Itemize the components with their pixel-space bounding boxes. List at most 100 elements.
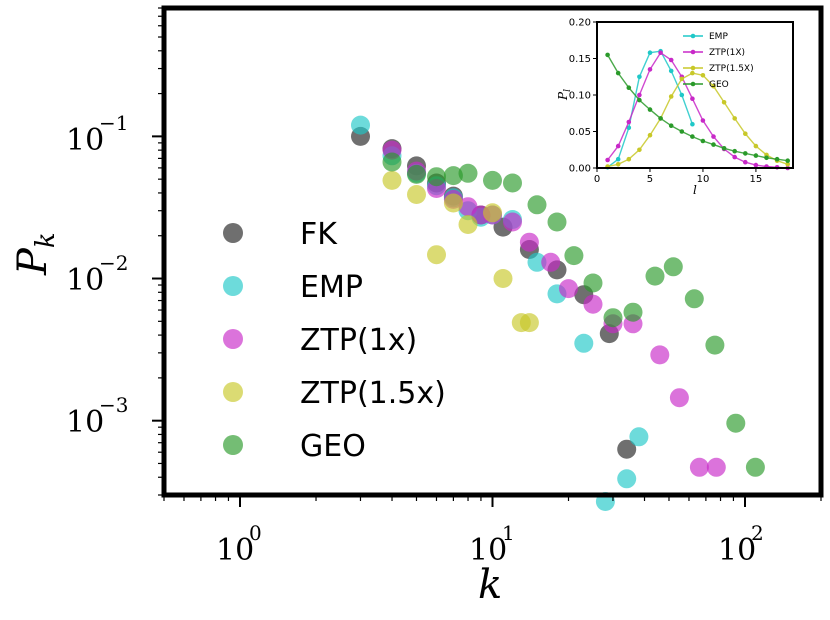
inset-data-point	[732, 116, 737, 121]
inset-data-point	[743, 159, 748, 165]
data-point	[541, 252, 561, 272]
inset-data-point	[615, 70, 621, 76]
legend-label: FK	[300, 217, 338, 252]
inset-y-tick-label: 0.15	[569, 54, 591, 65]
inset-data-point	[785, 158, 790, 163]
data-point	[705, 335, 725, 355]
data-point	[483, 203, 502, 223]
data-point	[443, 193, 463, 213]
inset-data-point	[690, 121, 695, 127]
inset-data-point	[637, 92, 642, 98]
inset-data-point	[679, 92, 685, 98]
inset-data-point	[732, 154, 737, 160]
data-point	[547, 212, 567, 232]
svg-text:0: 0	[249, 521, 262, 545]
series-geo	[382, 152, 765, 477]
inset-data-point	[753, 162, 759, 168]
inset-data-point	[615, 156, 621, 162]
data-point	[407, 185, 426, 204]
data-point	[382, 152, 402, 172]
inset-data-point	[637, 74, 642, 80]
legend-label: ZTP(1x)	[300, 323, 417, 358]
inset-data-point	[626, 125, 632, 131]
inset-ticks: 0 5 10 15 0.00 0.05 0.10 0.15 0.20	[569, 18, 763, 186]
inset-data-point	[743, 131, 748, 136]
data-point	[443, 166, 463, 186]
inset-data-point	[647, 67, 653, 72]
data-point	[623, 302, 643, 322]
data-point	[726, 413, 746, 433]
svg-text:−1: −1	[99, 111, 128, 135]
inset-data-point	[721, 100, 727, 105]
data-point	[519, 232, 539, 252]
inset-background	[597, 22, 793, 168]
inset-data-point	[700, 138, 706, 144]
y-axis-label: Pk	[10, 232, 61, 276]
data-point	[458, 163, 478, 183]
inset-data-point	[690, 70, 695, 76]
data-point	[583, 273, 603, 293]
data-point	[427, 167, 446, 187]
data-point	[503, 173, 522, 193]
inset-x-tick-label: 10	[697, 174, 710, 185]
inset-legend-marker	[690, 33, 696, 39]
inset-series-geo	[605, 52, 790, 163]
legend-marker	[223, 435, 243, 455]
inset-data-point	[626, 85, 632, 90]
inset-legend-marker	[690, 81, 696, 87]
inset-data-point	[753, 153, 759, 158]
data-point	[617, 469, 637, 489]
inset-legend-marker	[690, 65, 696, 71]
main-major-ticks	[152, 135, 746, 507]
data-point	[519, 313, 539, 333]
inset-legend-label: ZTP(1X)	[709, 48, 745, 58]
main-plot: 10 0 10 1 10 2 10 −1 10 −2 10 −3 k Pk FK…	[10, 5, 824, 608]
svg-text:1: 1	[502, 521, 515, 545]
data-point	[427, 245, 446, 265]
svg-text:10: 10	[66, 263, 104, 298]
data-point	[706, 457, 726, 477]
data-point	[407, 164, 426, 184]
main-minor-ticks	[158, 7, 822, 501]
svg-text:10: 10	[469, 533, 507, 568]
data-point	[559, 279, 578, 299]
data-point	[483, 170, 502, 190]
data-point	[503, 212, 522, 232]
y-tick-label-2: 10 −3	[66, 393, 128, 440]
inset-data-point	[637, 97, 642, 103]
svg-text:10: 10	[718, 533, 756, 568]
y-tick-label-0: 10 −1	[66, 111, 128, 158]
inset-data-point	[700, 118, 706, 123]
data-point	[603, 308, 623, 328]
x-axis-label: k	[478, 562, 502, 608]
x-tick-label-2: 10 2	[718, 521, 764, 568]
data-point	[689, 457, 709, 477]
data-point	[663, 257, 683, 277]
inset-x-axis-label: l	[693, 183, 697, 197]
inset-data-point	[658, 116, 663, 121]
inset-data-point	[647, 50, 653, 55]
inset-data-point	[615, 143, 621, 149]
inset-data-point	[711, 142, 716, 147]
data-point	[574, 333, 594, 353]
legend-marker	[223, 382, 243, 402]
inset-legend: EMP ZTP(1X) ZTP(1.5X) GEO	[683, 32, 754, 90]
inset-data-point	[605, 52, 610, 58]
svg-text:10: 10	[216, 533, 254, 568]
data-point	[382, 170, 402, 190]
legend-label: EMP	[300, 270, 363, 305]
data-point	[645, 266, 665, 286]
inset-data-point	[690, 134, 695, 139]
data-point	[527, 195, 547, 215]
legend-label: GEO	[300, 429, 366, 464]
main-legend: FK EMP ZTP(1x) ZTP(1.5x) GEO	[223, 217, 446, 464]
inset-data-point	[721, 146, 727, 151]
legend-marker	[223, 276, 243, 296]
inset-data-point	[679, 76, 685, 82]
inset-data-point	[679, 129, 685, 134]
inset-data-point	[668, 57, 674, 63]
inset-y-tick-label: 0.20	[569, 18, 591, 29]
inset-legend-marker	[690, 49, 696, 55]
inset-data-point	[668, 68, 674, 74]
